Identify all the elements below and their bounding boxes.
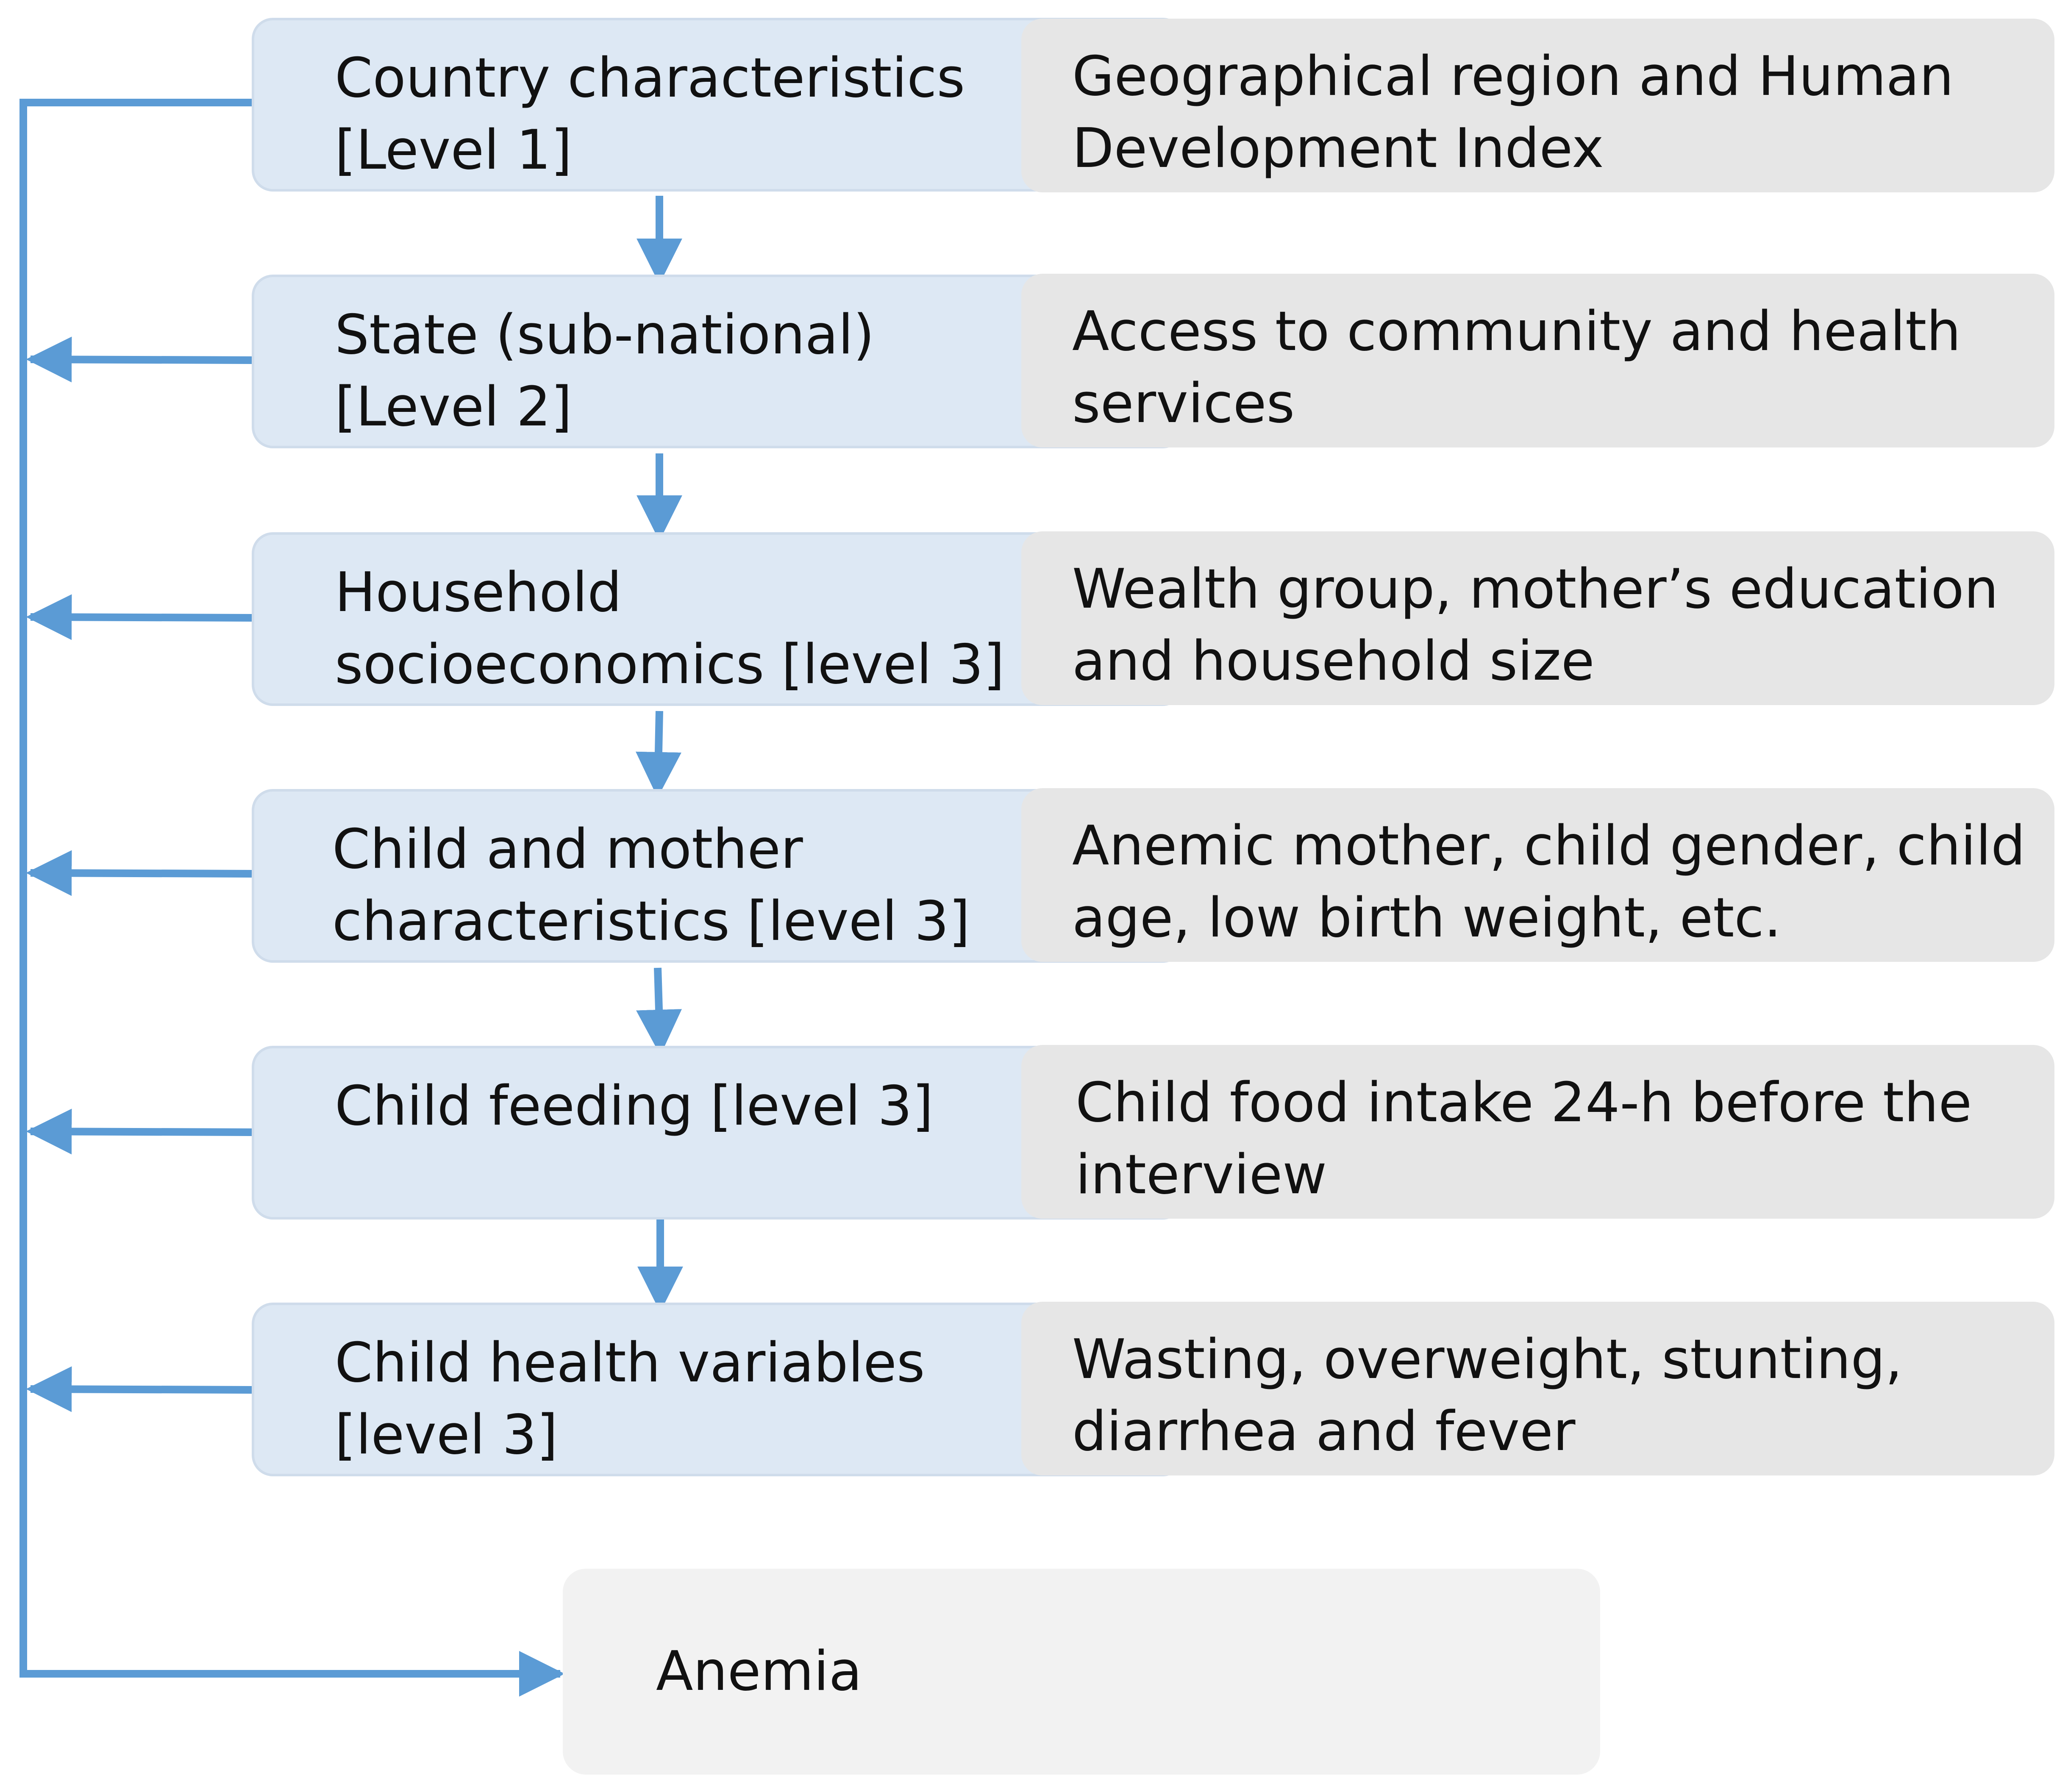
- level-label-2: State (sub-national) [Level 2]: [335, 303, 875, 439]
- side-arrow-level-3: [26, 594, 252, 640]
- spine-line: [19, 99, 565, 1697]
- detail-text-5: Child food intake 24-h before the interv…: [1076, 1071, 1972, 1206]
- detail-box-3: Wealth group, mother’s education and hou…: [1021, 531, 2054, 705]
- detail-text-4: Anemic mother, child gender, child age, …: [1072, 814, 2026, 950]
- detail-box-5: Child food intake 24-h before the interv…: [1021, 1045, 2054, 1219]
- detail-text-1: Geographical region and Human Developmen…: [1072, 45, 1954, 180]
- side-arrow-level-2: [26, 336, 252, 383]
- level-label-5: Child feeding [level 3]: [335, 1075, 934, 1138]
- detail-box-2: Access to community and health services: [1021, 274, 2054, 447]
- side-arrow-level-4: [26, 850, 252, 896]
- detail-box-4: Anemic mother, child gender, child age, …: [1021, 788, 2054, 962]
- level-label-3: Household socioeconomics [level 3]: [335, 561, 1005, 696]
- level-label-6: Child health variables [level 3]: [335, 1331, 925, 1467]
- detail-text-6: Wasting, overweight, stunting, diarrhea …: [1072, 1328, 1903, 1463]
- level-label-4: Child and mother characteristics [level …: [332, 818, 970, 953]
- down-arrow-3: [636, 711, 681, 798]
- level-label-1: Country characteristics [Level 1]: [335, 47, 965, 182]
- detail-box-6: Wasting, overweight, stunting, diarrhea …: [1021, 1302, 2054, 1475]
- side-arrow-level-5: [26, 1109, 252, 1155]
- side-arrow-level-6: [26, 1366, 252, 1412]
- outcome-box: Anemia: [563, 1569, 1600, 1775]
- outcome-label: Anemia: [656, 1640, 862, 1703]
- detail-text-2: Access to community and health services: [1072, 300, 1961, 435]
- detail-box-1: Geographical region and Human Developmen…: [1021, 19, 2054, 192]
- down-arrow-4: [636, 967, 682, 1056]
- detail-text-3: Wealth group, mother’s education and hou…: [1072, 558, 1999, 693]
